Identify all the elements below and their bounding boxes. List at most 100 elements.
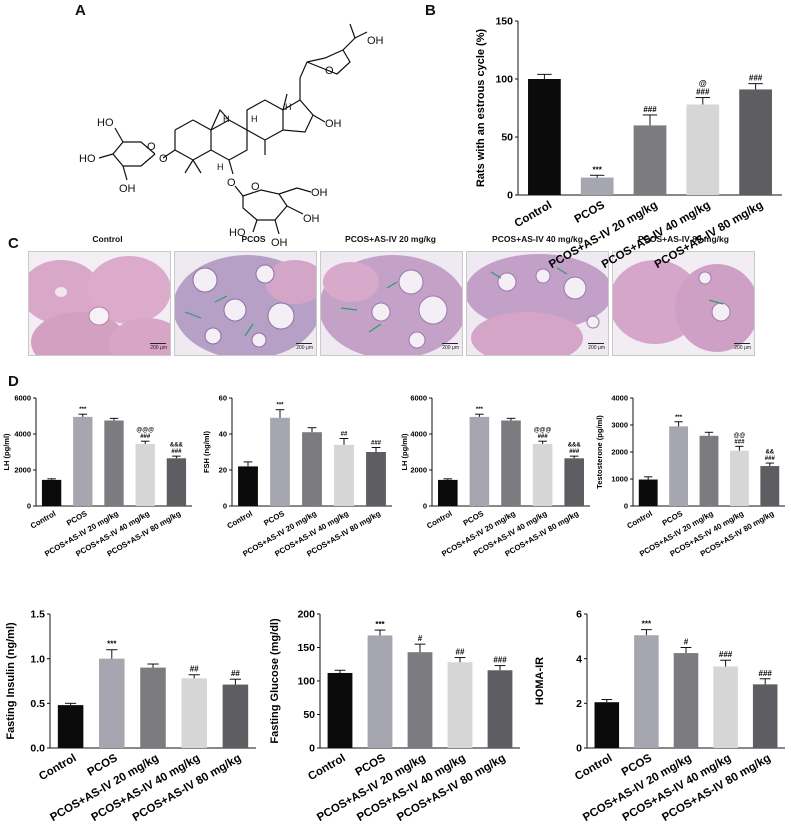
significance-label: ***: [79, 407, 87, 413]
ovary-tissue-pcos: [175, 252, 316, 355]
y-tick-label: 4000: [611, 394, 628, 403]
significance-label: ***: [593, 165, 603, 174]
significance-label: ###: [734, 439, 745, 445]
significance-label: &&&: [170, 443, 184, 449]
bar-pcos: [99, 658, 125, 748]
y-tick-label: 40: [219, 430, 227, 439]
c6-o: O: [227, 177, 236, 189]
xylose-oh: OH: [119, 183, 136, 195]
y-axis-label: Rats with an estrous cycle (%): [475, 29, 487, 188]
y-tick-label: 6000: [14, 394, 31, 403]
significance-label: ###: [643, 105, 657, 114]
glucose-ho: HO: [229, 227, 246, 239]
significance-label: #: [684, 638, 689, 647]
bar-pcos-as-iv-40-mg-kg: [181, 678, 207, 748]
h-label-2: H: [251, 114, 258, 124]
y-tick-label: 150: [297, 642, 315, 654]
significance-label: @@@: [136, 428, 154, 434]
y-tick-label: 6: [576, 609, 582, 621]
y-tick-label: 2: [576, 698, 582, 710]
ovary-tissue-as40: [467, 252, 608, 355]
x-tick-label: Control: [37, 752, 78, 783]
bar-pcos-as-iv-20-mg-kg: [501, 420, 521, 506]
bar-pcos-as-iv-20-mg-kg: [633, 125, 667, 195]
x-tick-label: Control: [513, 199, 554, 230]
y-tick-label: 0.5: [30, 698, 45, 710]
bar-pcos: [469, 416, 490, 506]
bar-pcos-as-iv-80-mg-kg: [564, 458, 584, 506]
bar-pcos-as-iv-80-mg-kg: [222, 684, 249, 748]
bar-control: [594, 702, 620, 748]
y-axis-label: FSH (ng/ml): [202, 430, 211, 473]
significance-label: ###: [371, 441, 382, 447]
bar-pcos-as-iv-20-mg-kg: [104, 420, 124, 506]
xylose-ho2: HO: [79, 153, 96, 165]
y-tick-label: 3000: [611, 421, 628, 430]
significance-label: ***: [107, 640, 117, 649]
y-tick-label: 0.0: [30, 743, 45, 755]
significance-label: ###: [140, 434, 151, 440]
significance-label: ###: [569, 449, 580, 455]
ovary-tissue-as20: [321, 252, 462, 355]
histology-title-as40: PCOS+AS-IV 40 mg/kg: [492, 234, 583, 244]
y-axis-label: LH (pg/ml): [400, 433, 409, 471]
scale-bar-as80: 200 μm: [734, 345, 751, 351]
x-tick-label: Control: [573, 752, 614, 783]
y-tick-label: 0: [507, 190, 513, 202]
significance-label: ###: [749, 74, 763, 83]
y-axis-label: Fasting Glucose (mg/dl): [269, 618, 281, 744]
significance-label: ###: [765, 456, 776, 462]
bar-pcos: [73, 416, 93, 506]
y-tick-label: 4000: [410, 430, 427, 439]
y-tick-label: 50: [501, 132, 513, 144]
y-tick-label: 4: [576, 653, 582, 665]
glucose-oh-right: OH: [303, 213, 320, 225]
y-tick-label: 4000: [14, 430, 31, 439]
significance-label: ***: [675, 415, 683, 421]
bar-pcos: [270, 417, 290, 506]
significance-label: &&: [765, 450, 774, 456]
bar-pcos-as-iv-80-mg-kg: [487, 670, 513, 748]
bar-control: [438, 479, 458, 506]
structure-atom-labels: OH OH O H H H H O O HO HO OH O O OH HO O…: [79, 35, 384, 249]
chart-testosterone: 0 1000 2000 3000 4000 Testosterone (pg/ml) Con…: [595, 394, 785, 558]
x-tick-label: PCOS: [462, 509, 486, 528]
side-oh-top: OH: [367, 35, 384, 47]
significance-label: ###: [171, 449, 182, 455]
histology-image-as20: 200 μm: [320, 251, 463, 356]
structure-bonds: [98, 23, 368, 235]
chart-fasting-glucose: 0 50 100 150 200 Fasting Glucose (mg/dl) Contr…: [269, 609, 520, 824]
bar-pcos-as-iv-40-mg-kg: [532, 443, 553, 506]
y-tick-label: 100: [495, 74, 513, 86]
bar-pcos-as-iv-80-mg-kg: [752, 684, 778, 748]
x-tick-label: PCOS: [262, 509, 286, 528]
significance-label: ***: [642, 620, 652, 629]
y-tick-label: 60: [219, 394, 227, 403]
histology-image-control: 200 μm: [28, 251, 171, 356]
scale-bar-control: 200 μm: [150, 345, 167, 351]
bar-pcos-as-iv-20-mg-kg: [302, 432, 322, 506]
bar-control: [638, 479, 658, 506]
y-tick-label: 1.0: [30, 653, 45, 665]
bar-control: [238, 466, 258, 506]
bar-pcos-as-iv-40-mg-kg: [135, 443, 155, 506]
y-axis-label: LH (pg/ml): [2, 433, 11, 471]
xylose-ho: HO: [97, 117, 114, 129]
y-tick-label: 0: [223, 502, 227, 511]
panel-letter-d: D: [8, 373, 19, 390]
significance-label: ###: [696, 88, 710, 97]
bar-control: [327, 672, 353, 748]
x-tick-label: Control: [29, 509, 58, 531]
significance-label: &&&: [568, 443, 582, 449]
x-tick-label: Control: [225, 509, 254, 531]
bar-pcos-as-iv-80-mg-kg: [760, 466, 780, 506]
significance-label: ***: [375, 620, 385, 629]
histology-row: Control PCOS PCOS+AS-IV 20 mg/kg PCOS+AS…: [0, 234, 791, 364]
histology-title-control: Control: [92, 234, 123, 244]
x-tick-label: PCOS: [65, 509, 89, 528]
y-tick-label: 200: [297, 609, 315, 621]
astragaloside-structure: OH OH O H H H H O O HO HO OH O O OH HO O…: [79, 23, 384, 249]
h-label-1: H: [223, 114, 230, 124]
